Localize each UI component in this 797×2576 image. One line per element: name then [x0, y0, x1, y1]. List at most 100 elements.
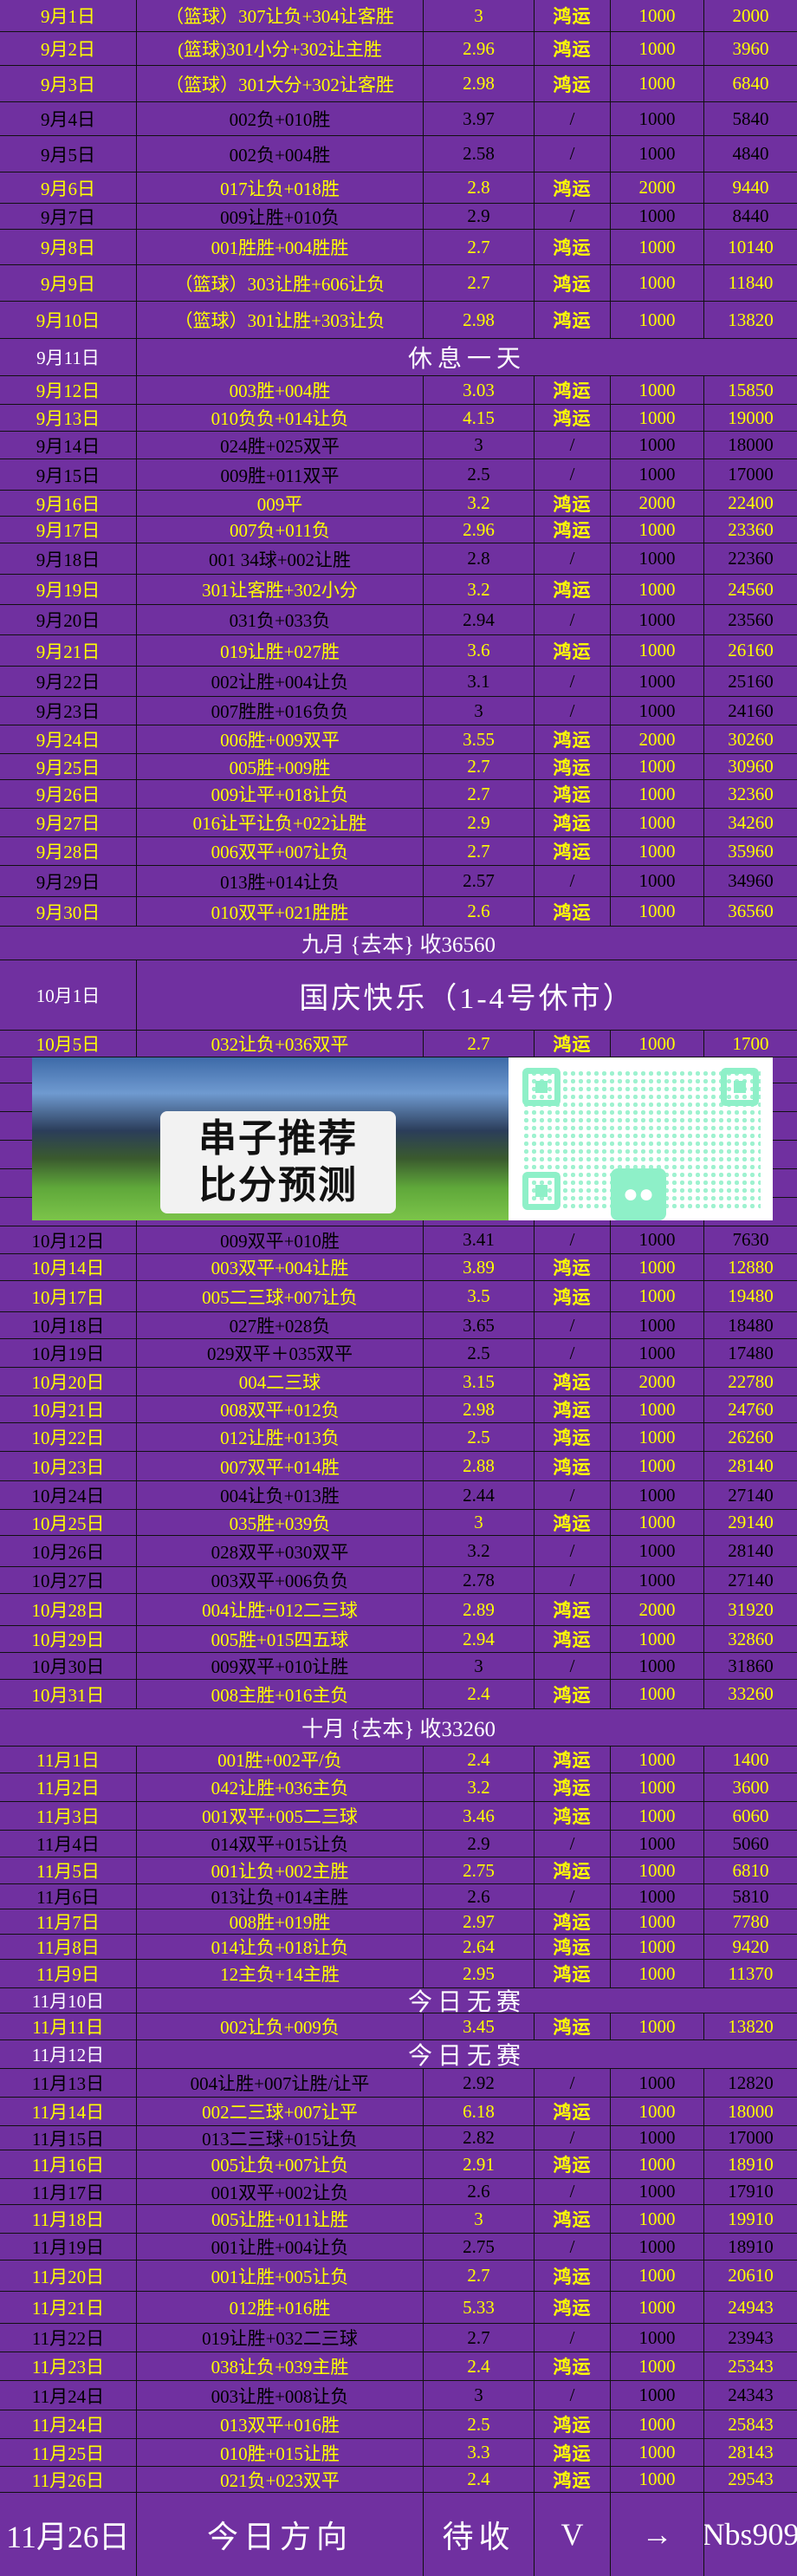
odds-cell: 2.9	[424, 1831, 535, 1857]
result-cell: /	[535, 667, 611, 696]
stake-cell: 1000	[611, 2126, 704, 2150]
balance-cell: 32860	[728, 1628, 774, 1649]
ad-text-box: 串子推荐 比分预测	[160, 1111, 396, 1213]
table-row: 9月7日 009让胜+010负 2.9/1000 8440	[0, 204, 797, 230]
stake-cell: 1000	[611, 866, 704, 896]
result-cell: 鸿运	[535, 2410, 611, 2438]
result-cell: /	[535, 2381, 611, 2410]
date-cell: 9月2日	[0, 32, 137, 65]
stake-cell: 1000	[611, 2098, 704, 2125]
result-cell: 鸿运	[535, 1031, 611, 1057]
date-cell: 9月10日	[0, 302, 137, 338]
date-cell: 11月9日	[0, 1960, 137, 1987]
odds-cell: 2.92	[424, 2069, 535, 2097]
date-cell: 9月11日	[0, 339, 137, 375]
table-row: 11月14日 002二三球+007让平 6.18 鸿运 1000 18000	[0, 2098, 797, 2126]
table-row: 9月5日 002负+004胜 2.58/1000 4840	[0, 136, 797, 172]
date-cell: 9月8日	[0, 230, 137, 264]
balance-cell: 31860	[728, 1655, 774, 1676]
balance-cell: 15850	[728, 379, 774, 400]
table-row: 9月8日 001胜胜+004胜胜 2.7 鸿运 1000 10140	[0, 230, 797, 265]
odds-cell: 2.6	[424, 897, 535, 926]
odds-cell: 2.6	[424, 2179, 535, 2204]
odds-cell: 2.88	[424, 1452, 535, 1480]
date-cell: 10月21日	[0, 1396, 137, 1422]
stake-cell: 1000	[611, 1226, 704, 1253]
stake-cell: 1000	[611, 405, 704, 431]
table-row: 11月17日 001双平+002让负 2.6/1000 17910	[0, 2179, 797, 2205]
stake-cell: 1000	[611, 1281, 704, 1311]
pick-cell: 013让负+014主胜	[137, 1884, 424, 1909]
odds-cell: 2.8	[424, 543, 535, 574]
table-row: 9月15日 009胜+011双平 2.5/1000 17000	[0, 459, 797, 491]
date-cell: 10月31日	[0, 1680, 137, 1708]
table-row: 11月5日 001让负+002主胜 2.75 鸿运 1000 6810	[0, 1857, 797, 1884]
ad-line-2: 比分预测	[198, 1163, 358, 1207]
stake-cell: 1000	[611, 1909, 704, 1934]
result-cell: 鸿运	[535, 754, 611, 779]
qr-finder	[721, 1068, 759, 1106]
table-row: 11月11日 002让负+009负 3.45 鸿运 1000 13820	[0, 2013, 797, 2040]
date-cell: 9月20日	[0, 605, 137, 634]
stake-cell: 1000	[611, 605, 704, 634]
odds-cell: 3	[424, 1510, 535, 1535]
date-cell: 9月28日	[0, 837, 137, 865]
stake-cell: 1000	[611, 1396, 704, 1422]
date-cell: 11月24日	[0, 2410, 137, 2438]
table-row: 9月16日 009平 3.2 鸿运 2000 22400	[0, 491, 797, 517]
odds-cell: 2.94	[424, 605, 535, 634]
ad-banner[interactable]: 串子推荐 比分预测 ●●	[32, 1057, 773, 1220]
odds-cell: 2.75	[424, 1857, 535, 1883]
date-cell: 9月3日	[0, 66, 137, 101]
odds-cell: 3.45	[424, 2013, 535, 2039]
date-cell: 11月10日	[0, 1988, 137, 2013]
balance-cell: 28140	[728, 1455, 774, 1476]
pick-cell: 001 34球+002让胜	[137, 543, 424, 574]
date-cell: 11月13日	[0, 2069, 137, 2097]
table-row: 9月19日 301让客胜+302小分 3.2 鸿运 1000 24560	[0, 575, 797, 605]
final-mark: V	[535, 2493, 611, 2576]
table-row: 10月27日 003双平+006负负 2.78/1000 27140	[0, 1567, 797, 1594]
stake-cell: 1000	[611, 780, 704, 808]
balance-cell: 1700	[732, 1032, 769, 1054]
stake-cell: 1000	[611, 1031, 704, 1057]
table-row: 11月23日 038让负+039主胜 2.4 鸿运 1000 25343	[0, 2352, 797, 2381]
date-cell: 11月23日	[0, 2352, 137, 2380]
table-row: 11月8日 014让负+018让负 2.64 鸿运 1000 9420	[0, 1935, 797, 1960]
result-cell: 鸿运	[535, 1452, 611, 1480]
odds-cell: 3.3	[424, 2439, 535, 2466]
stake-cell: 1000	[611, 32, 704, 65]
stake-cell: 1000	[611, 2352, 704, 2380]
pick-cell: 012胜+016胜	[137, 2292, 424, 2323]
pick-cell: 032让负+036双平	[137, 1031, 424, 1057]
date-cell: 11月4日	[0, 1831, 137, 1857]
table-row: 11月3日 001双平+005二三球 3.46 鸿运 1000 6060	[0, 1802, 797, 1831]
date-cell: 10月27日	[0, 1567, 137, 1593]
odds-cell: 2.5	[424, 459, 535, 490]
pick-cell: 007双平+014胜	[137, 1452, 424, 1480]
balance-cell: 5060	[732, 1832, 769, 1854]
odds-cell: 2.4	[424, 2352, 535, 2380]
qr-code[interactable]: ●●	[509, 1057, 773, 1220]
odds-cell: 3.15	[424, 1368, 535, 1395]
balance-cell: 24343	[728, 2384, 774, 2405]
table-row: 11月16日 005让负+007让负 2.91 鸿运 1000 18910	[0, 2150, 797, 2179]
pick-cell: 004让胜+007让胜/让平	[137, 2069, 424, 2097]
table-row: 11月20日 001让胜+005让负 2.7 鸿运 1000 20610	[0, 2261, 797, 2292]
table-row: 9月6日 017让负+018胜 2.8 鸿运 2000 9440	[0, 172, 797, 204]
table-row: 11月4日 014双平+015让负 2.9/1000 5060	[0, 1831, 797, 1857]
date-cell: 10月12日	[0, 1226, 137, 1253]
summary-cell: 十月 {去本} 收33260	[301, 1718, 496, 1741]
table-row: 11月2日 042让胜+036主负 3.2 鸿运 1000 3600	[0, 1773, 797, 1802]
holiday-row: 10月1日 国庆快乐（1-4号休市）	[0, 960, 797, 1031]
final-direction-label: 今日方向	[137, 2493, 424, 2576]
date-cell: 9月30日	[0, 897, 137, 926]
pick-cell: 009双平+010让胜	[137, 1653, 424, 1679]
result-cell: 鸿运	[535, 2013, 611, 2039]
stake-cell: 1000	[611, 1960, 704, 1987]
pick-cell: 019让胜+032二三球	[137, 2324, 424, 2352]
stake-cell: 1000	[611, 1567, 704, 1593]
table-row: 10月23日 007双平+014胜 2.88 鸿运 1000 28140	[0, 1452, 797, 1481]
result-cell: /	[535, 1653, 611, 1679]
